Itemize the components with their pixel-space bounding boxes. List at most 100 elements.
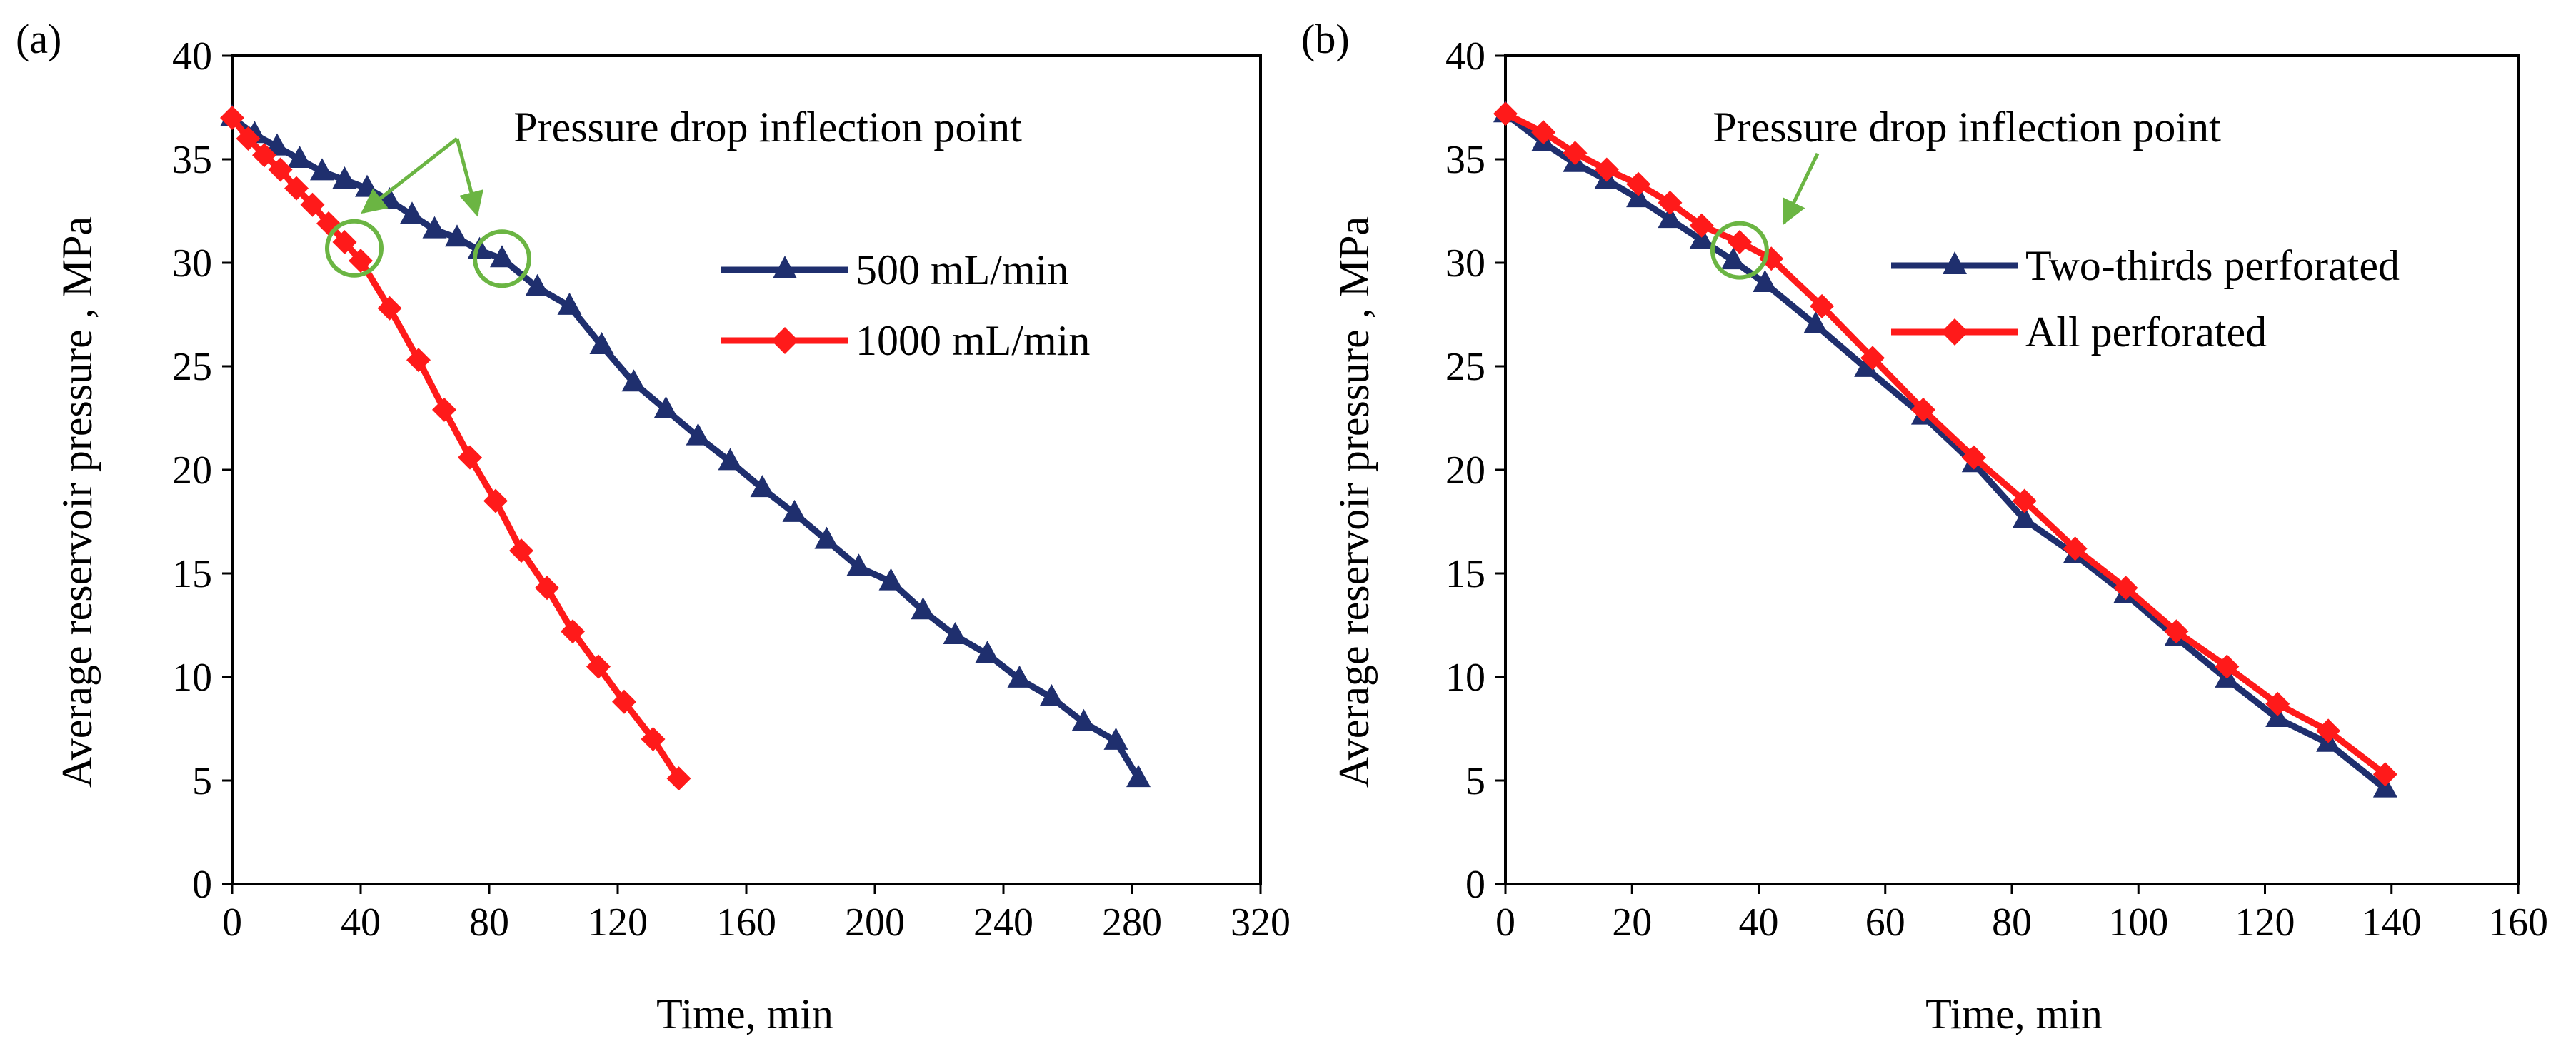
x-tick-label: 240: [973, 900, 1033, 945]
series-layer: [1493, 100, 2397, 798]
series-line: [229, 116, 682, 781]
annotation-arrow: [455, 138, 483, 217]
data-point: [1803, 311, 1828, 333]
annotation-text: Pressure drop inflection point: [513, 104, 1022, 151]
data-point: [653, 396, 678, 418]
y-tick-label: 10: [172, 656, 212, 700]
x-tick-label: 280: [1102, 900, 1162, 945]
data-point: [641, 727, 666, 751]
x-tick-label: 140: [2362, 900, 2422, 945]
data-point: [2372, 762, 2397, 787]
data-point: [718, 448, 743, 471]
series-1: [1493, 101, 2397, 787]
data-point: [483, 488, 508, 513]
data-point: [557, 292, 582, 315]
data-point: [846, 553, 871, 576]
panel-a: (a) Average reservoir pressure , MPa Tim…: [16, 16, 1290, 1038]
data-point: [589, 332, 614, 354]
y-tick-label: 15: [172, 552, 212, 596]
data-point: [1727, 230, 1752, 254]
legend-marker-diamond: [1941, 318, 1968, 346]
data-point: [2012, 506, 2037, 528]
data-point: [2316, 718, 2341, 743]
y-tick-label: 30: [172, 241, 212, 286]
data-point: [1689, 213, 1714, 238]
data-point: [268, 157, 293, 182]
legend-marker-triangle: [1943, 251, 1967, 274]
y-tick-label: 40: [1445, 34, 1485, 79]
legend-label: 1000 mL/min: [856, 317, 1090, 364]
y-axis-title: Average reservoir pressure , MPa: [54, 216, 101, 788]
data-point: [878, 568, 903, 591]
data-point: [445, 224, 469, 247]
series-0: [220, 104, 1151, 788]
data-point: [1626, 171, 1651, 196]
data-point: [1860, 346, 1885, 371]
data-point: [1854, 354, 1879, 377]
annotation-arrow: [1782, 152, 1820, 226]
data-point: [2113, 576, 2138, 601]
legend-label: All perforated: [2025, 308, 2267, 356]
data-point: [2265, 691, 2290, 716]
data-point: [300, 192, 325, 217]
data-point: [621, 369, 646, 392]
x-tick-label: 40: [1739, 900, 1779, 945]
series-1: [220, 106, 691, 791]
data-point: [750, 475, 775, 498]
x-tick-label: 40: [341, 900, 381, 945]
panel-label: (b): [1301, 16, 1350, 62]
data-point: [458, 445, 482, 470]
data-point: [252, 143, 276, 168]
y-tick-label: 20: [1445, 448, 1485, 493]
data-point: [586, 654, 611, 679]
data-point: [561, 619, 585, 644]
data-point: [332, 166, 357, 189]
annotation-layer: Pressure drop inflection point: [325, 104, 1022, 288]
data-point: [1103, 727, 1128, 750]
legend-marker-triangle: [773, 256, 797, 278]
legend: Two-thirds perforated All perforated: [1891, 242, 2400, 356]
data-point: [686, 423, 711, 446]
x-axis-title: Time, min: [656, 990, 833, 1038]
data-point: [911, 597, 936, 620]
y-tick-label: 15: [1445, 552, 1485, 596]
x-tick-label: 0: [222, 900, 242, 945]
y-tick-label: 25: [1445, 345, 1485, 389]
y-tick-label: 30: [1445, 241, 1485, 286]
inflection-circle: [473, 229, 531, 288]
data-point: [287, 146, 312, 168]
data-point: [1721, 247, 1746, 270]
data-point: [535, 576, 559, 601]
y-axis-title: Average reservoir pressure , MPa: [1330, 216, 1378, 788]
data-point: [814, 526, 839, 549]
tick-layer: 0 40 80 120 160 200 240 280 320 0 5 10 15 20 25 30 35 40: [172, 34, 1290, 945]
data-point: [612, 689, 636, 714]
data-point: [349, 249, 373, 273]
data-point: [432, 397, 456, 422]
x-tick-label: 80: [1992, 900, 2032, 945]
tick-layer: 0 20 40 60 80 100 120 140 160 0 5 10 15 20 25 30 35 40: [1445, 34, 2548, 945]
data-point: [943, 622, 968, 644]
x-tick-label: 200: [845, 900, 905, 945]
data-point: [406, 348, 431, 373]
data-point: [1658, 206, 1683, 229]
panel-label: (a): [16, 16, 61, 62]
series-layer: [220, 104, 1151, 791]
plot-area-frame: [231, 54, 1262, 885]
x-tick-label: 20: [1612, 900, 1652, 945]
annotation-layer: Pressure drop inflection point: [1710, 104, 2221, 280]
y-tick-label: 25: [172, 345, 212, 389]
data-point: [1563, 141, 1588, 166]
data-point: [1071, 708, 1096, 731]
y-tick-label: 0: [192, 863, 212, 907]
data-point: [422, 216, 447, 239]
data-point: [284, 176, 309, 201]
data-point: [1594, 157, 1619, 182]
series-line: [230, 115, 1141, 781]
inflection-circle: [325, 219, 384, 278]
data-point: [400, 201, 424, 224]
y-tick-label: 10: [1445, 656, 1485, 700]
annotation-text: Pressure drop inflection point: [1713, 104, 2221, 151]
data-point: [1007, 665, 1032, 688]
data-point: [2012, 488, 2037, 513]
